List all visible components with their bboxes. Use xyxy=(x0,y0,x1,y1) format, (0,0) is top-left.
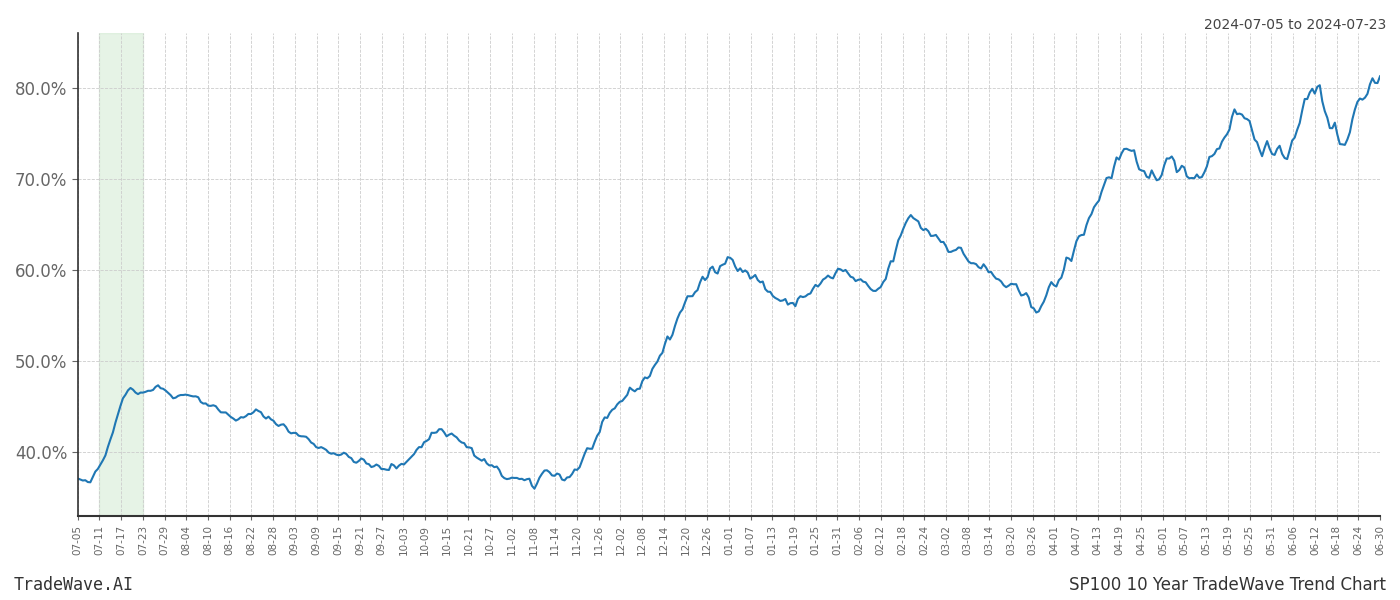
Text: SP100 10 Year TradeWave Trend Chart: SP100 10 Year TradeWave Trend Chart xyxy=(1070,576,1386,594)
Bar xyxy=(99,33,143,516)
Text: TradeWave.AI: TradeWave.AI xyxy=(14,576,134,594)
Text: 2024-07-05 to 2024-07-23: 2024-07-05 to 2024-07-23 xyxy=(1204,18,1386,32)
